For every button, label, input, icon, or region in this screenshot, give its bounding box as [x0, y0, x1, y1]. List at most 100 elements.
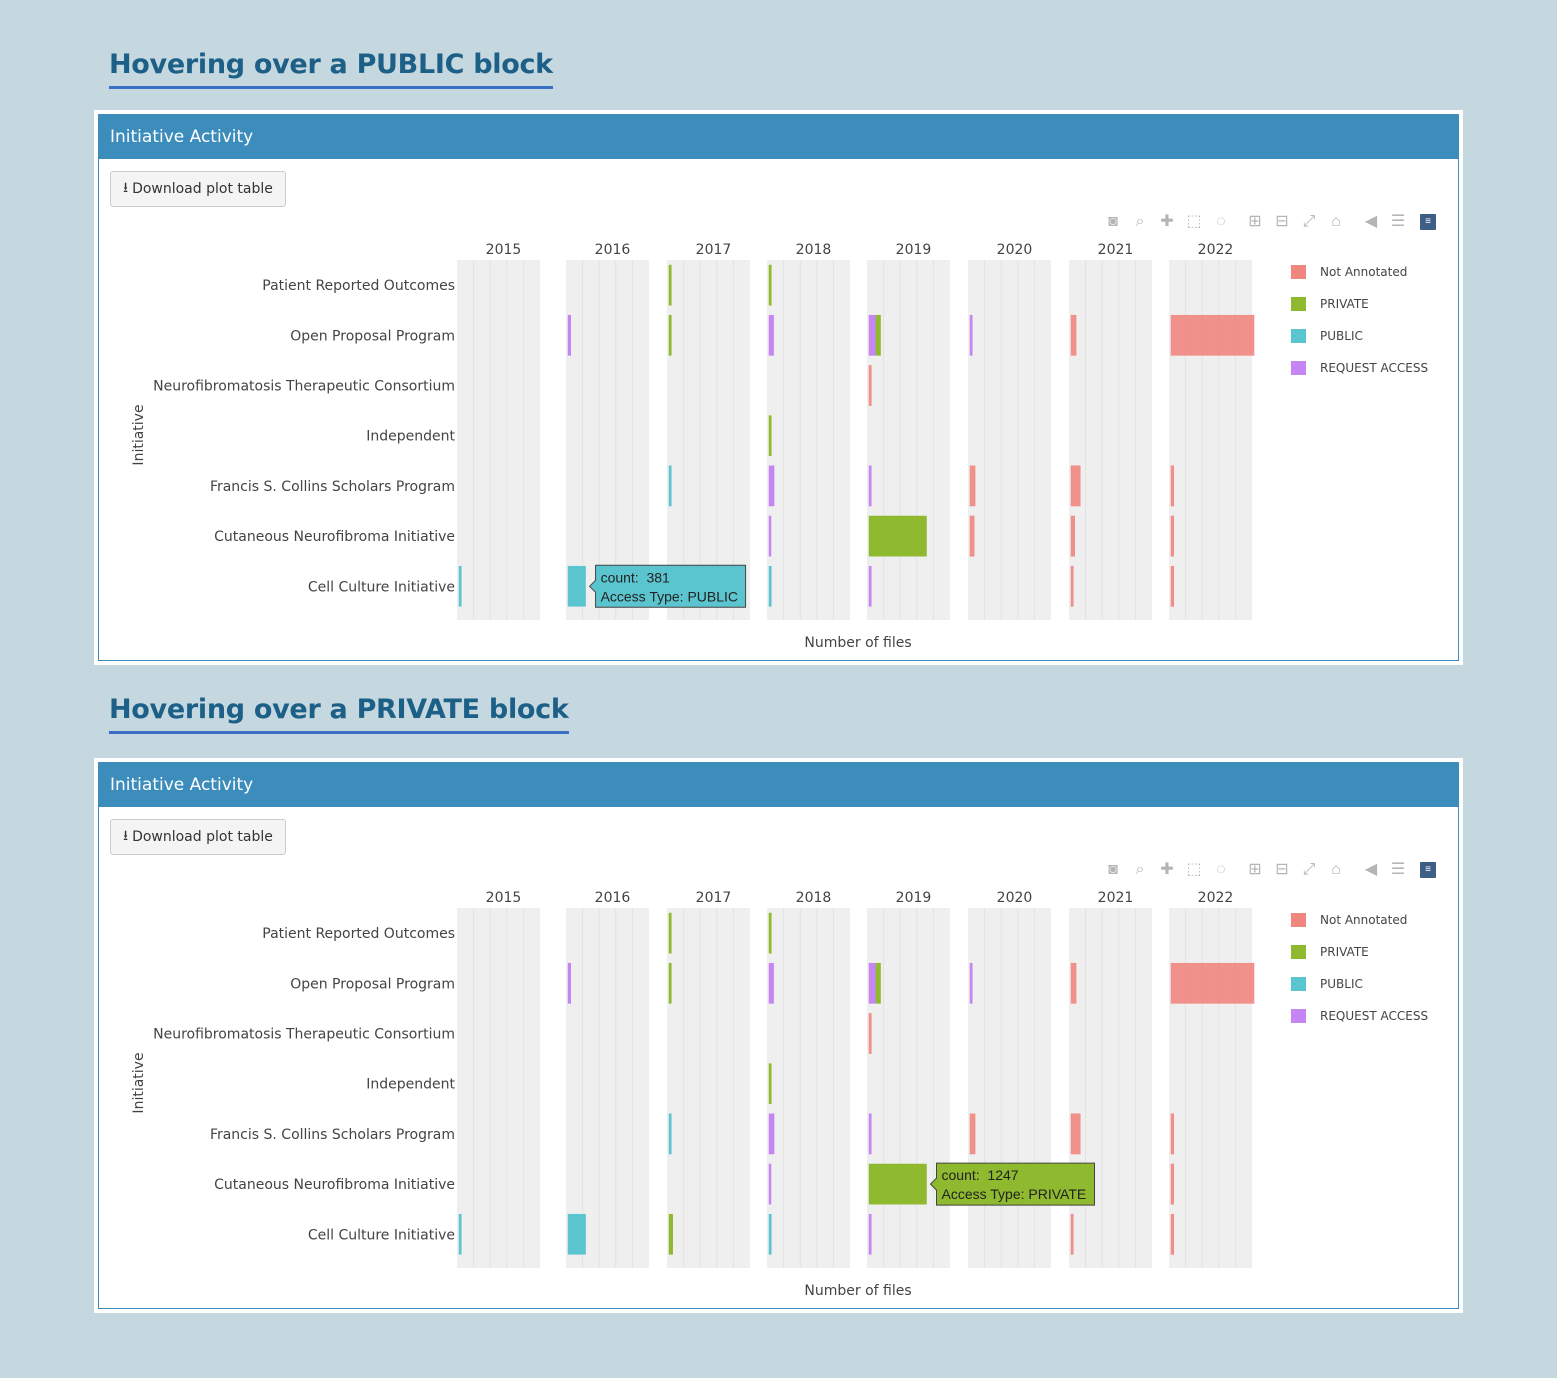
chart-bar[interactable] — [875, 962, 881, 1004]
chart-bar[interactable] — [1170, 1163, 1175, 1205]
autoscale-icon[interactable]: ⤢ — [1302, 861, 1316, 878]
download-plot-table-button[interactable]: ⭳ Download plot table — [110, 819, 286, 855]
chart-bar[interactable] — [768, 465, 775, 507]
legend-item-label[interactable]: REQUEST ACCESS — [1320, 1009, 1428, 1023]
chart-bar[interactable] — [868, 1213, 872, 1255]
download-plot-table-button[interactable]: ⭳ Download plot table — [110, 171, 286, 207]
legend-item-label[interactable]: Not Annotated — [1320, 913, 1407, 927]
chart-bar[interactable] — [1070, 314, 1077, 356]
chart-bar[interactable] — [1070, 465, 1081, 507]
chart-bar[interactable] — [868, 1163, 927, 1205]
chart-bar[interactable] — [668, 264, 672, 306]
chart-bar[interactable] — [969, 1113, 976, 1155]
compare-hover-icon[interactable]: ☰ — [1390, 213, 1406, 230]
chart-bar[interactable] — [458, 1213, 462, 1255]
legend-swatch[interactable] — [1291, 329, 1306, 343]
chart-bar[interactable] — [668, 1213, 673, 1255]
chart-bar[interactable] — [1170, 314, 1255, 356]
chart-bar[interactable] — [969, 465, 976, 507]
chart-bar[interactable] — [868, 515, 927, 557]
legend-swatch[interactable] — [1291, 361, 1306, 375]
box-select-icon[interactable]: ⬚ — [1186, 213, 1202, 230]
chart-bar[interactable] — [875, 314, 881, 356]
box-select-icon[interactable]: ⬚ — [1186, 861, 1202, 878]
legend-swatch[interactable] — [1291, 977, 1306, 991]
chart-bar[interactable] — [768, 314, 774, 356]
chart-bar[interactable] — [1070, 1113, 1081, 1155]
chart-bar[interactable] — [768, 1063, 772, 1105]
zoom-icon[interactable]: ⌕ — [1135, 861, 1145, 878]
camera-icon[interactable]: ◙ — [1108, 861, 1118, 878]
legend-swatch[interactable] — [1291, 297, 1306, 311]
plotly-logo-icon[interactable]: ≡ — [1420, 862, 1436, 878]
chart-bar[interactable] — [868, 565, 872, 607]
lasso-icon[interactable]: ◌ — [1216, 213, 1226, 230]
chart-bar[interactable] — [868, 365, 872, 406]
chart-bar[interactable] — [868, 465, 872, 507]
legend-swatch[interactable] — [1291, 913, 1306, 927]
camera-icon[interactable]: ◙ — [1108, 213, 1118, 230]
chart-bar[interactable] — [768, 565, 772, 607]
autoscale-icon[interactable]: ⤢ — [1302, 213, 1316, 230]
chart-bar[interactable] — [567, 1213, 586, 1255]
chart-bar[interactable] — [1170, 565, 1175, 607]
plotly-logo-icon[interactable]: ≡ — [1420, 214, 1436, 230]
legend-item-label[interactable]: PUBLIC — [1320, 329, 1363, 343]
chart-bar[interactable] — [969, 515, 975, 557]
chart-bar[interactable] — [969, 962, 973, 1004]
chart-bar[interactable] — [868, 1013, 872, 1054]
chart-bar[interactable] — [1070, 962, 1077, 1004]
chart-bar[interactable] — [1170, 515, 1175, 557]
pan-icon[interactable]: ✚ — [1160, 213, 1174, 230]
chart-bar[interactable] — [868, 1113, 872, 1155]
home-icon[interactable]: ⌂ — [1331, 861, 1341, 878]
zoom-out-icon[interactable]: ⊟ — [1275, 861, 1289, 878]
facet-label: 2019 — [896, 242, 932, 258]
legend-swatch[interactable] — [1291, 265, 1306, 279]
chart-bar[interactable] — [768, 515, 772, 557]
home-icon[interactable]: ⌂ — [1331, 213, 1341, 230]
legend-item-label[interactable]: Not Annotated — [1320, 265, 1407, 279]
chart-bar[interactable] — [1170, 962, 1255, 1004]
chart-bar[interactable] — [768, 1163, 772, 1205]
spike-lines-icon[interactable]: ◀ — [1364, 213, 1378, 230]
spike-lines-icon[interactable]: ◀ — [1364, 861, 1378, 878]
pan-icon[interactable]: ✚ — [1160, 861, 1174, 878]
legend-item-label[interactable]: PRIVATE — [1320, 945, 1369, 959]
chart-bar[interactable] — [969, 314, 973, 356]
chart-bar[interactable] — [458, 565, 462, 607]
chart-bar[interactable] — [567, 962, 572, 1004]
chart-bar[interactable] — [868, 314, 877, 356]
chart-bar[interactable] — [668, 912, 672, 954]
legend-swatch[interactable] — [1291, 1009, 1306, 1023]
chart-bar[interactable] — [768, 1113, 775, 1155]
chart-bar[interactable] — [567, 565, 586, 607]
lasso-icon[interactable]: ◌ — [1216, 861, 1226, 878]
chart-bar[interactable] — [668, 314, 672, 356]
zoom-in-icon[interactable]: ⊞ — [1248, 213, 1262, 230]
chart-bar[interactable] — [1070, 565, 1074, 607]
chart-bar[interactable] — [868, 962, 877, 1004]
legend-item-label[interactable]: REQUEST ACCESS — [1320, 361, 1428, 375]
zoom-out-icon[interactable]: ⊟ — [1275, 213, 1289, 230]
chart-bar[interactable] — [768, 962, 774, 1004]
zoom-icon[interactable]: ⌕ — [1135, 213, 1145, 230]
zoom-in-icon[interactable]: ⊞ — [1248, 861, 1262, 878]
legend-item-label[interactable]: PRIVATE — [1320, 297, 1369, 311]
chart-bar[interactable] — [1170, 465, 1175, 507]
chart-bar[interactable] — [1170, 1213, 1175, 1255]
compare-hover-icon[interactable]: ☰ — [1390, 861, 1406, 878]
chart-bar[interactable] — [768, 1213, 772, 1255]
legend-swatch[interactable] — [1291, 945, 1306, 959]
chart-bar[interactable] — [1070, 1213, 1074, 1255]
chart-bar[interactable] — [768, 264, 772, 306]
legend-item-label[interactable]: PUBLIC — [1320, 977, 1363, 991]
chart-bar[interactable] — [668, 465, 672, 507]
chart-bar[interactable] — [668, 1113, 672, 1155]
chart-bar[interactable] — [1070, 515, 1075, 557]
chart-bar[interactable] — [768, 415, 772, 457]
chart-bar[interactable] — [567, 314, 572, 356]
chart-bar[interactable] — [668, 962, 672, 1004]
chart-bar[interactable] — [1170, 1113, 1175, 1155]
chart-bar[interactable] — [768, 912, 772, 954]
